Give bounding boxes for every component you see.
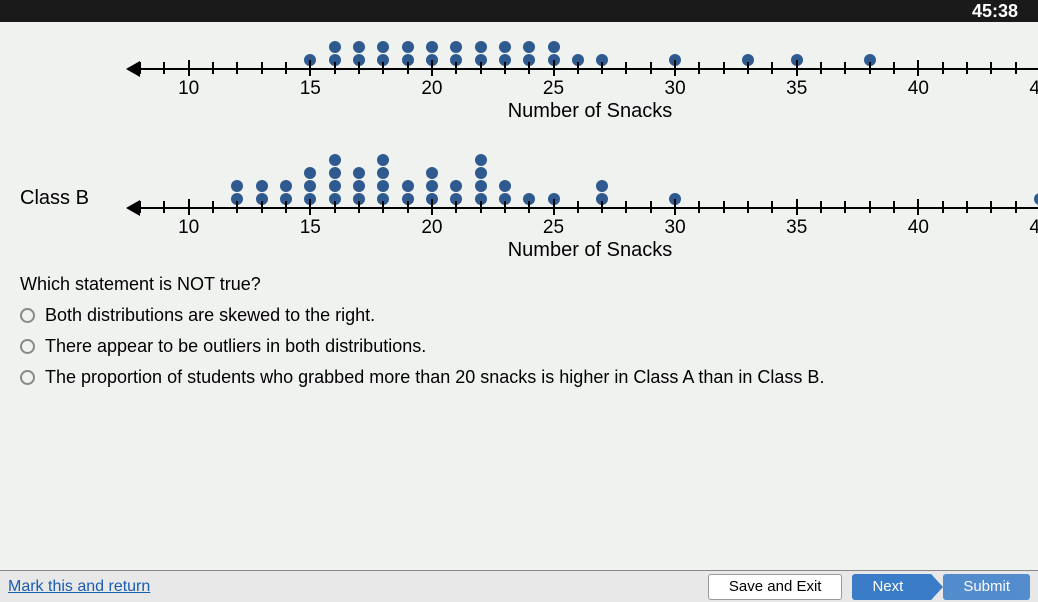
data-dot — [304, 180, 316, 192]
option-text: Both distributions are skewed to the rig… — [45, 305, 375, 326]
data-dot — [377, 180, 389, 192]
tick-label: 45 — [1029, 217, 1038, 239]
data-dot — [353, 167, 365, 179]
tick-label: 35 — [786, 78, 807, 100]
options-list: Both distributions are skewed to the rig… — [20, 305, 1028, 388]
data-dot — [548, 41, 560, 53]
content-area: 1015202530354045 Number of Snacks Class … — [0, 28, 1038, 388]
tick-label: 15 — [300, 217, 321, 239]
data-dot — [523, 41, 535, 53]
tick-label: 30 — [665, 217, 686, 239]
data-dot — [329, 167, 341, 179]
option-text: There appear to be outliers in both dist… — [45, 336, 426, 357]
data-dot — [304, 167, 316, 179]
data-dot — [377, 41, 389, 53]
data-dot — [596, 180, 608, 192]
axis-title-b: Number of Snacks — [140, 239, 1038, 262]
tick-label: 45 — [1029, 78, 1038, 100]
option-text: The proportion of students who grabbed m… — [45, 367, 824, 388]
top-bar: 45:38 — [0, 0, 1038, 22]
data-dot — [475, 41, 487, 53]
tick-label: 35 — [786, 217, 807, 239]
data-dot — [499, 180, 511, 192]
data-dot — [353, 41, 365, 53]
data-dot — [231, 180, 243, 192]
question-text: Which statement is NOT true? — [20, 274, 1028, 295]
data-dot — [377, 167, 389, 179]
data-dot — [475, 180, 487, 192]
tick-label: 40 — [908, 78, 929, 100]
data-dot — [475, 167, 487, 179]
timer: 45:38 — [972, 1, 1018, 22]
dots-area-b — [140, 137, 1038, 207]
tick-label: 15 — [300, 78, 321, 100]
save-exit-button[interactable]: Save and Exit — [708, 574, 843, 600]
data-dot — [402, 41, 414, 53]
tick-label: 40 — [908, 217, 929, 239]
tick-label: 10 — [178, 217, 199, 239]
mark-return-link[interactable]: Mark this and return — [8, 578, 150, 596]
data-dot — [402, 180, 414, 192]
data-dot — [353, 180, 365, 192]
class-b-label: Class B — [20, 187, 89, 210]
dotplot-class-a: 1015202530354045 Number of Snacks — [10, 28, 1028, 123]
option-row[interactable]: Both distributions are skewed to the rig… — [20, 305, 1028, 326]
radio-icon[interactable] — [20, 370, 35, 385]
bottom-bar: Mark this and return Save and Exit Next … — [0, 570, 1038, 602]
option-row[interactable]: There appear to be outliers in both dist… — [20, 336, 1028, 357]
data-dot — [256, 180, 268, 192]
option-row[interactable]: The proportion of students who grabbed m… — [20, 367, 1028, 388]
radio-icon[interactable] — [20, 339, 35, 354]
tick-labels-a: 1015202530354045 — [140, 70, 1038, 94]
data-dot — [329, 154, 341, 166]
dotplot-class-b: Class B 1015202530354045 Number of Snack… — [10, 137, 1028, 262]
tick-label: 25 — [543, 217, 564, 239]
data-dot — [426, 167, 438, 179]
data-dot — [377, 154, 389, 166]
tick-label: 10 — [178, 78, 199, 100]
data-dot — [329, 41, 341, 53]
data-dot — [280, 180, 292, 192]
data-dot — [450, 180, 462, 192]
tick-labels-b: 1015202530354045 — [140, 209, 1038, 233]
data-dot — [475, 154, 487, 166]
data-dot — [426, 180, 438, 192]
tick-label: 20 — [421, 217, 442, 239]
axis-title-a: Number of Snacks — [140, 100, 1038, 123]
data-dot — [450, 41, 462, 53]
submit-button[interactable]: Submit — [943, 574, 1030, 600]
next-button[interactable]: Next — [852, 574, 933, 600]
radio-icon[interactable] — [20, 308, 35, 323]
tick-label: 25 — [543, 78, 564, 100]
data-dot — [329, 180, 341, 192]
tick-label: 20 — [421, 78, 442, 100]
data-dot — [426, 41, 438, 53]
tick-label: 30 — [665, 78, 686, 100]
data-dot — [499, 41, 511, 53]
